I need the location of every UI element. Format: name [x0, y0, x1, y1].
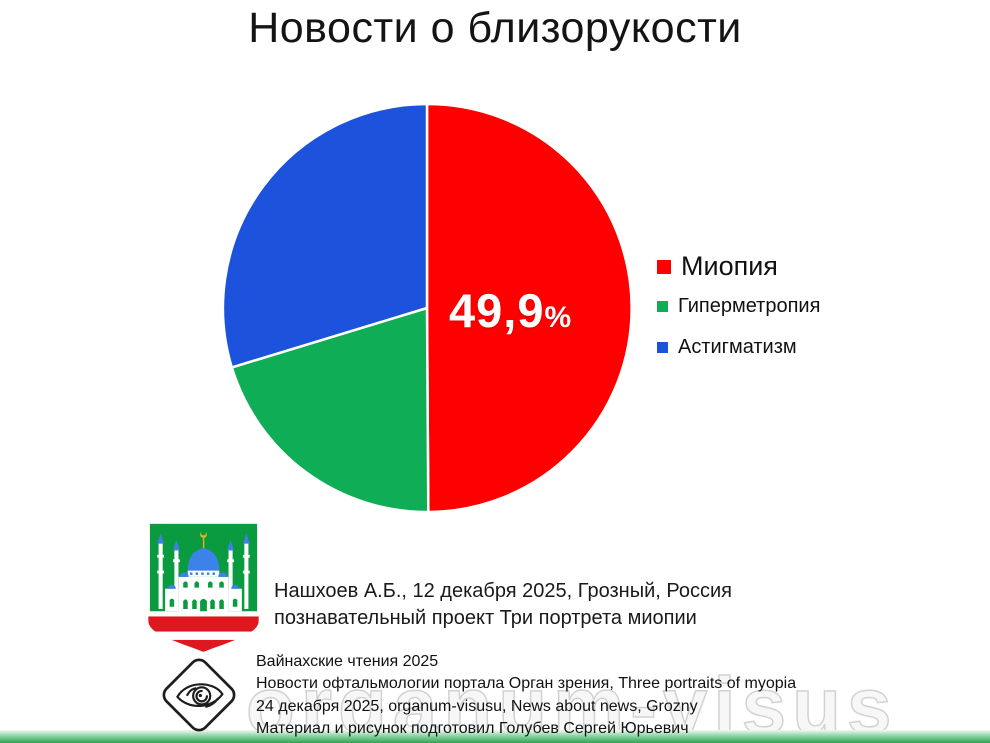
pie-slice-1: [425, 102, 633, 514]
legend-item-2: Гиперметропия: [657, 295, 820, 318]
affiliation-text: Нашхоев А.Б., 12 декабря 2025, Грозный, …: [274, 578, 732, 632]
credits-line: 24 декабря 2025, organum-visusu, News ab…: [256, 697, 698, 715]
grozny-coat-of-arms-logo: [148, 522, 259, 652]
affiliation-line: Нашхоев А.Б., 12 декабря 2025, Грозный, …: [274, 580, 732, 602]
legend-label: Астигматизм: [678, 336, 797, 358]
pie-data-label-unit: %: [544, 301, 572, 334]
pie-data-label-value: 49,9: [449, 284, 545, 337]
legend-swatch-icon: [657, 342, 668, 353]
page-title: Новости о близорукости: [248, 4, 742, 52]
pie-slice-2: [230, 306, 430, 514]
legend-label: Гиперметропия: [678, 295, 821, 317]
legend-swatch-icon: [657, 259, 671, 274]
legend-label: Миопия: [681, 251, 778, 281]
legend: Миопия Гиперметропия Астигматизм: [657, 251, 820, 374]
credits-line: Новости офтальмологии портала Орган зрен…: [256, 675, 797, 693]
credits-line: Материал и рисунок подготовил Голубев Се…: [256, 720, 689, 738]
pie-chart: [221, 102, 633, 514]
watermark-text: organum-visus: [245, 660, 898, 743]
affiliation-line: познавательный проект Три портрета миопи…: [274, 607, 697, 629]
eye-logo: [162, 658, 236, 732]
legend-swatch-icon: [657, 301, 668, 312]
bottom-bar: [0, 730, 990, 743]
credits-text: Вайнахские чтения 2025 Новости офтальмол…: [256, 651, 796, 741]
pie-slice-3: [221, 102, 429, 369]
legend-item-1: Миопия: [657, 251, 820, 282]
legend-item-3: Астигматизм: [657, 336, 820, 359]
pie-data-label: 49,9%: [449, 283, 571, 338]
credits-line: Вайнахские чтения 2025: [256, 653, 439, 670]
